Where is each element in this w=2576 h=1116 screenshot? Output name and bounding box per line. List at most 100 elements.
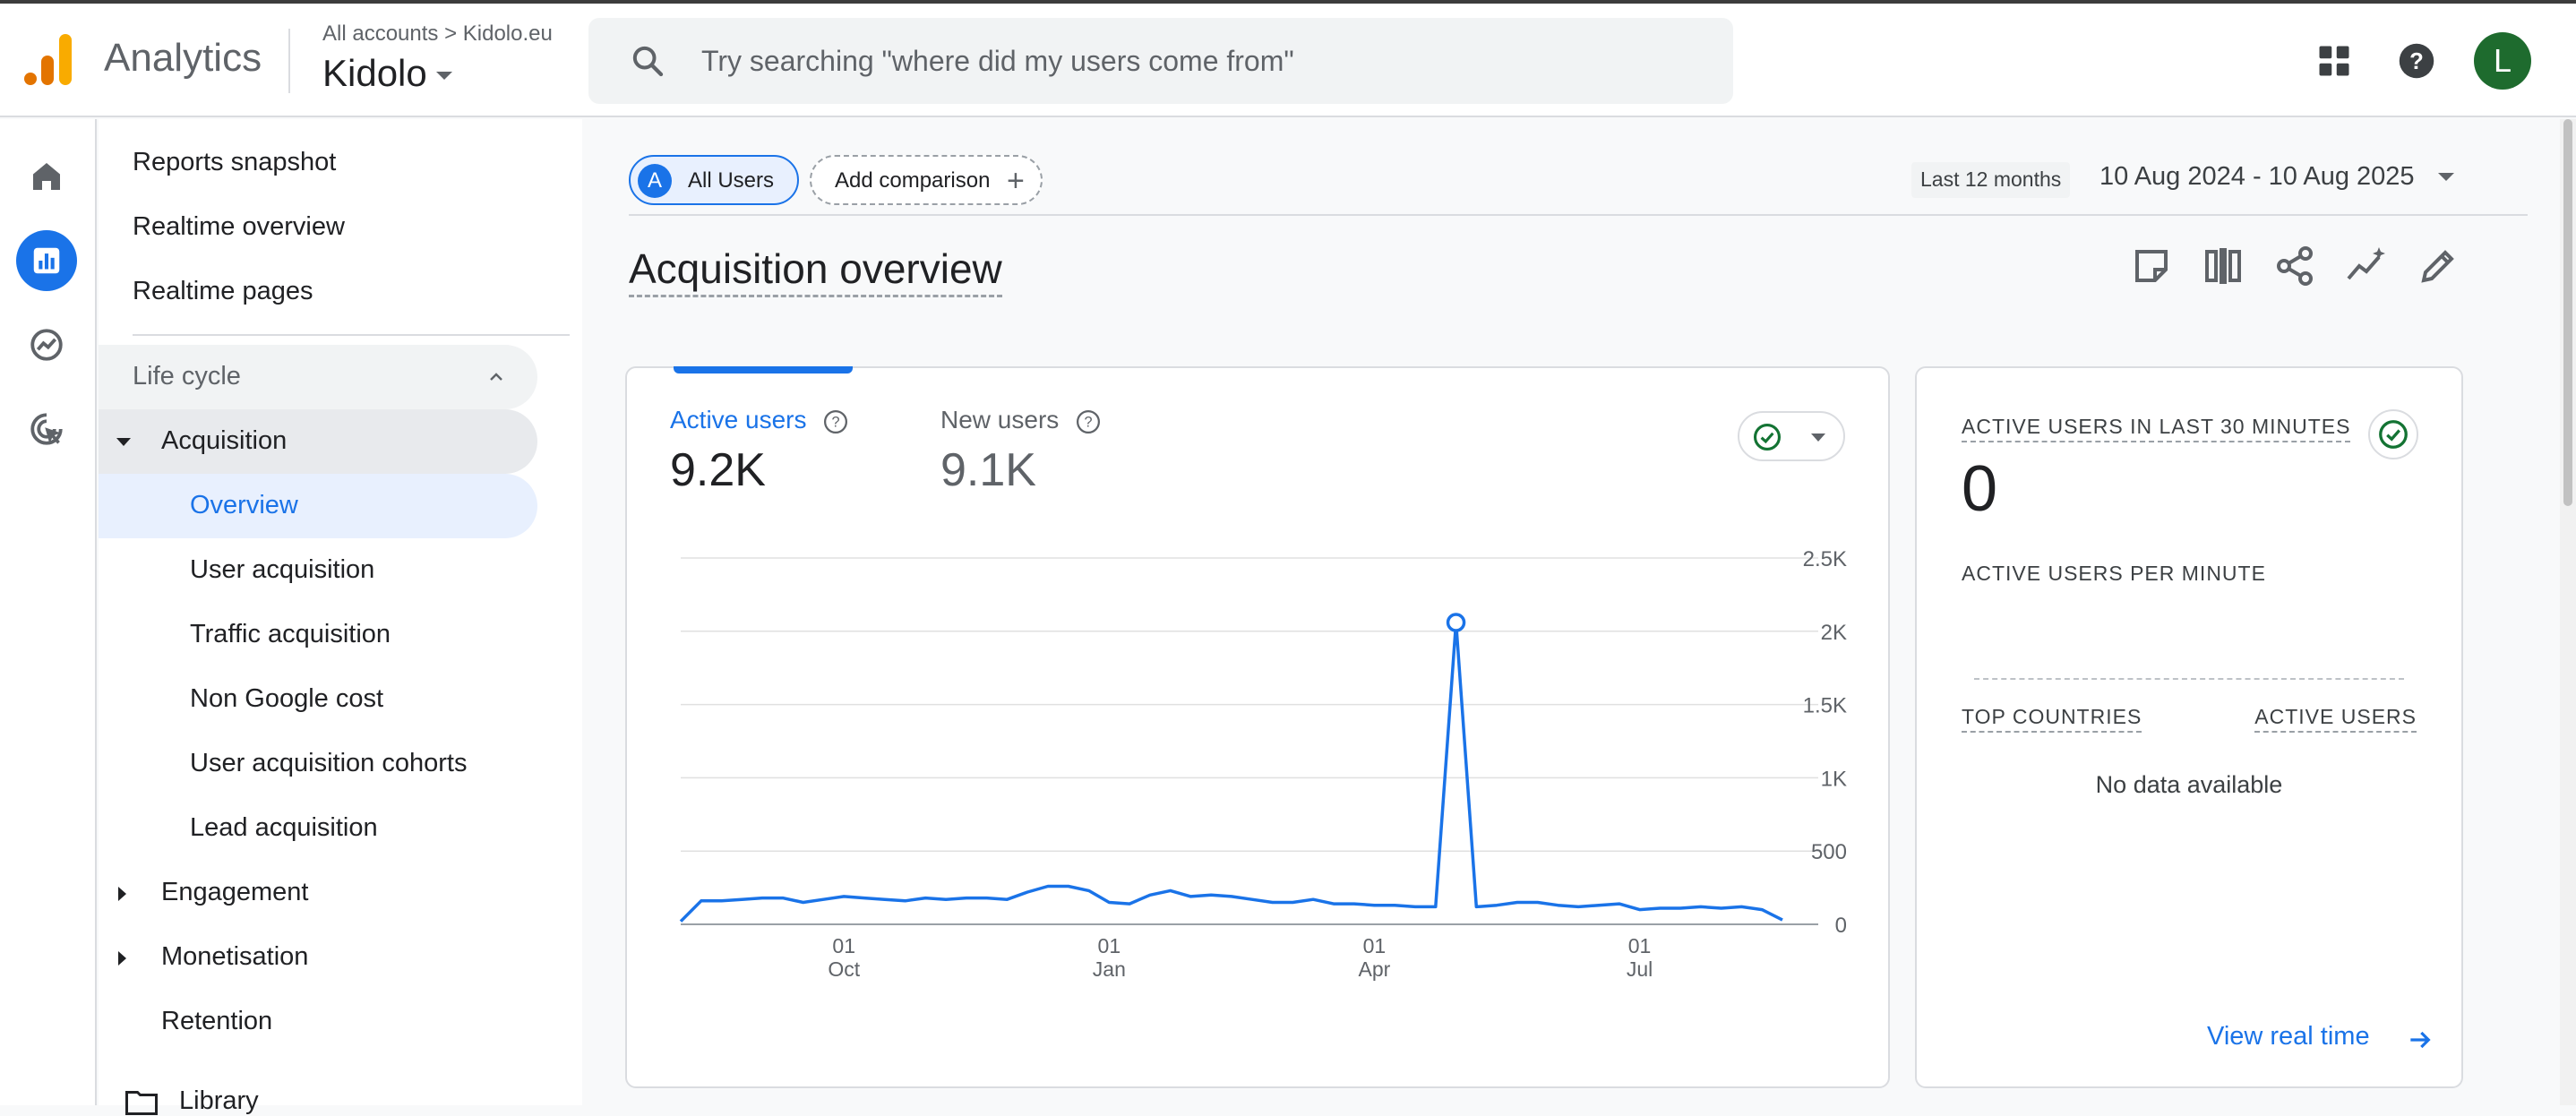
breadcrumb-separator: > <box>444 21 458 46</box>
metric-label: New users <box>940 406 1060 434</box>
nav-item-engagement[interactable]: Engagement <box>161 878 309 906</box>
selected-metric-indicator <box>674 366 853 373</box>
empty-state-text: No data available <box>2095 771 2283 798</box>
rail-explore[interactable] <box>16 314 77 375</box>
segment-label: All Users <box>688 168 775 193</box>
nav-item-retention[interactable]: Retention <box>161 1007 273 1035</box>
search-bar[interactable] <box>588 18 1733 104</box>
nav-item-acquisition[interactable]: Acquisition <box>99 409 537 474</box>
nav-section-life-cycle[interactable]: Life cycle <box>99 345 537 409</box>
nav-item-non-google-cost[interactable]: Non Google cost <box>190 684 384 713</box>
y-tick-label: 1K <box>1821 767 1847 791</box>
nav-item-reports-snapshot[interactable]: Reports snapshot <box>133 148 337 176</box>
edit-icon[interactable] <box>2417 245 2460 288</box>
x-tick-label-month: Apr <box>1359 957 1391 981</box>
add-comparison-button[interactable]: Add comparison + <box>810 155 1043 205</box>
scrollbar-thumb[interactable] <box>2563 119 2572 506</box>
acquisition-overview-card: Active users ? 9.2K New users ? 9.1K 0 50… <box>625 366 1890 1088</box>
advertising-icon <box>30 413 63 445</box>
customize-report-icon[interactable] <box>2130 245 2173 288</box>
x-tick-label-month: Jul <box>1627 957 1653 981</box>
reports-icon <box>33 247 60 274</box>
analytics-logo-icon[interactable] <box>23 32 73 86</box>
nav-item-user-acquisition-cohorts[interactable]: User acquisition cohorts <box>190 749 468 777</box>
rail-home[interactable] <box>16 146 77 207</box>
nav-item-traffic-acquisition[interactable]: Traffic acquisition <box>190 620 391 648</box>
y-tick-label: 2K <box>1821 621 1847 645</box>
y-tick-label: 2.5K <box>1803 547 1847 571</box>
svg-text:?: ? <box>832 414 840 430</box>
nav-divider <box>133 334 570 336</box>
realtime-value: 0 <box>1962 453 1998 525</box>
arrow-right-icon[interactable] <box>2406 1026 2434 1054</box>
help-outline-icon[interactable]: ? <box>1075 408 1102 435</box>
breadcrumb-account[interactable]: Kidolo.eu <box>462 21 553 46</box>
search-input[interactable] <box>701 39 1687 82</box>
x-tick-label-month: Jan <box>1093 957 1126 981</box>
chevron-down-icon <box>435 72 452 81</box>
nav-item-library[interactable]: Library <box>179 1086 259 1115</box>
chevron-down-icon <box>1811 434 1825 442</box>
chevron-down-icon[interactable] <box>2438 173 2454 181</box>
help-icon[interactable]: ? <box>2397 41 2436 81</box>
nav-section-label: Life cycle <box>133 362 241 391</box>
page-title[interactable]: Acquisition overview <box>629 245 1002 297</box>
breadcrumb[interactable]: All accounts > Kidolo.eu <box>322 21 553 47</box>
nav-item-realtime-pages[interactable]: Realtime pages <box>133 277 313 305</box>
rail-reports[interactable] <box>16 230 77 291</box>
page-scrollbar[interactable] <box>2560 119 2576 1105</box>
plus-icon: + <box>1007 164 1025 198</box>
top-app-bar: Analytics All accounts > Kidolo.eu Kidol… <box>0 4 2576 117</box>
x-tick-label-day: 01 <box>1363 934 1387 957</box>
chevron-up-icon[interactable] <box>485 366 507 388</box>
caret-right-icon[interactable] <box>118 887 126 901</box>
report-navigation: Reports snapshot Realtime overview Realt… <box>99 119 582 1115</box>
date-range-picker[interactable]: 10 Aug 2024 - 10 Aug 2025 <box>2099 162 2415 191</box>
nav-item-monetisation[interactable]: Monetisation <box>161 942 309 971</box>
avatar[interactable]: L <box>2474 32 2531 90</box>
per-minute-empty-chart <box>1974 678 2404 680</box>
breadcrumb-root[interactable]: All accounts <box>322 21 439 46</box>
realtime-card: ACTIVE USERS IN LAST 30 MINUTES 0 ACTIVE… <box>1915 366 2463 1088</box>
date-period-badge[interactable]: Last 12 months <box>1911 162 2071 198</box>
app-name: Analytics <box>104 36 262 80</box>
y-tick-label: 1.5K <box>1803 694 1847 718</box>
nav-item-overview[interactable]: Overview <box>99 474 537 538</box>
segment-chip-all-users[interactable]: A All Users <box>629 155 799 205</box>
nav-item-user-acquisition[interactable]: User acquisition <box>190 555 375 584</box>
check-circle-icon <box>1753 423 1782 451</box>
nav-item-lead-acquisition[interactable]: Lead acquisition <box>190 813 378 842</box>
nav-item-realtime-overview[interactable]: Realtime overview <box>133 212 345 241</box>
x-tick-label-month: Oct <box>828 957 860 981</box>
data-quality-dropdown[interactable] <box>1738 411 1845 461</box>
apps-grid-icon[interactable] <box>2314 41 2354 81</box>
y-tick-label: 500 <box>1811 840 1847 864</box>
y-tick-label: 0 <box>1835 914 1847 938</box>
nav-item-label: Acquisition <box>161 426 288 455</box>
header-divider <box>288 29 290 93</box>
caret-down-icon <box>116 438 131 446</box>
property-selector[interactable]: Kidolo <box>322 52 452 95</box>
caret-right-icon[interactable] <box>118 951 126 966</box>
view-real-time-link[interactable]: View real time <box>2207 1022 2370 1051</box>
x-tick-label-day: 01 <box>1628 934 1652 957</box>
highlighted-data-point[interactable] <box>1446 613 1466 632</box>
svg-text:?: ? <box>1085 414 1093 430</box>
realtime-label[interactable]: ACTIVE USERS IN LAST 30 MINUTES <box>1962 415 2351 442</box>
column-header-top-countries[interactable]: TOP COUNTRIES <box>1962 705 2142 733</box>
explore-icon <box>30 329 63 361</box>
column-header-active-users[interactable]: ACTIVE USERS <box>2254 705 2417 733</box>
metric-label: Active users <box>670 406 807 434</box>
insights-icon[interactable] <box>2345 245 2388 288</box>
compare-icon[interactable] <box>2202 245 2245 288</box>
metric-tab-new-users[interactable]: New users ? <box>940 406 1102 435</box>
rail-advertising[interactable] <box>16 399 77 459</box>
metric-tab-active-users[interactable]: Active users ? <box>670 406 849 435</box>
series-line-active-users[interactable] <box>679 621 1783 923</box>
share-icon[interactable] <box>2273 245 2316 288</box>
realtime-status[interactable] <box>2368 409 2418 459</box>
segment-badge: A <box>638 164 672 198</box>
left-rail <box>0 119 97 1105</box>
help-outline-icon[interactable]: ? <box>822 408 849 435</box>
